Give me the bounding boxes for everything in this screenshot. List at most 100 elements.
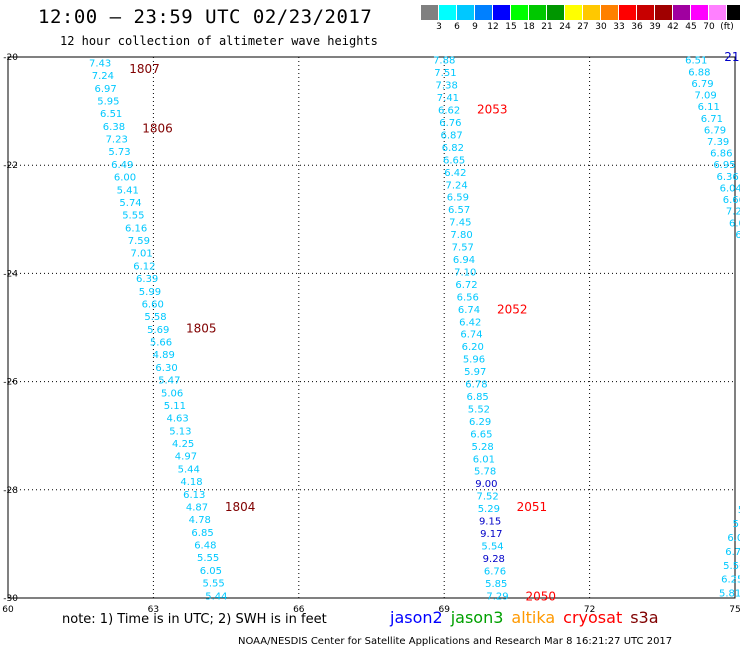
legend-label: 24: [559, 22, 571, 32]
swh-value: 6.65: [470, 429, 492, 440]
swh-value: 7.24: [92, 71, 114, 82]
legend-swatch: [583, 5, 601, 20]
lon-axis-label: 72: [584, 605, 595, 615]
swh-value: 6.38: [103, 122, 125, 133]
swh-value: 6.51: [100, 109, 122, 120]
legend-label: 3: [436, 22, 442, 32]
swh-value: 6.78: [465, 380, 487, 391]
pass-time-label: 1807: [129, 62, 160, 76]
swh-value: 6.05: [200, 566, 222, 577]
swh-value: 5.85: [485, 579, 507, 590]
legend-color-bar: [421, 5, 740, 20]
swh-value: 5.11: [164, 401, 186, 412]
swh-value: 6.76: [439, 118, 461, 129]
legend-label: 21: [541, 22, 553, 32]
legend-swatch: [619, 5, 637, 20]
swh-value: 6.59: [447, 193, 469, 204]
swh-value: 6.04: [720, 183, 740, 194]
legend-label: 9: [472, 22, 478, 32]
swh-value: 6.71: [701, 114, 723, 125]
swh-value: 5.52: [468, 404, 490, 415]
swh-value: 6.36: [716, 172, 738, 183]
swh-value: 5.55: [197, 553, 219, 564]
swh-value: 5.95: [97, 96, 119, 107]
legend-swatch: [709, 5, 727, 20]
legend-swatch: [475, 5, 493, 20]
swh-value: 5.56: [723, 561, 740, 572]
swh-value: 5.0: [733, 519, 740, 530]
wave-height-legend: 3 6 9 12 15 18 21 24 27 30 33 36 39 42 45 70 (ft): [421, 5, 740, 32]
swh-value: 6.16: [125, 223, 147, 234]
swh-value: 7.38: [436, 81, 458, 92]
legend-label: (ft): [720, 22, 734, 32]
swh-value: 6.42: [459, 317, 481, 328]
legend-swatch: [565, 5, 583, 20]
swh-value: 6.57: [448, 205, 470, 216]
swh-value: 7.39: [707, 137, 729, 148]
swh-value: 5.73: [108, 147, 130, 158]
map-subtitle: 12 hour collection of altimeter wave hei…: [60, 34, 378, 48]
swh-value: 7.01: [130, 249, 152, 260]
swh-value: 5.44: [178, 464, 200, 475]
swh-value: 6.97: [94, 84, 116, 95]
swh-value: 9.28: [483, 554, 505, 565]
lon-axis-label: 75: [729, 605, 740, 615]
legend-label: 18: [523, 22, 535, 32]
lat-axis-label: -30: [3, 594, 18, 604]
swh-value: 5.96: [463, 355, 485, 366]
swh-value: 6.00: [114, 173, 136, 184]
swh-value: 7.59: [128, 236, 150, 247]
swh-value: 4.97: [175, 452, 197, 463]
satellite-jason3: jason3: [450, 608, 504, 627]
swh-value: 6.74: [725, 547, 740, 558]
lon-axis-label: 60: [2, 605, 14, 615]
swh-value: 6.25: [721, 575, 740, 586]
swh-value: 6.86: [710, 149, 732, 160]
legend-swatch: [493, 5, 511, 20]
swh-value: 7.10: [454, 267, 476, 278]
legend-label: 30: [595, 22, 607, 32]
swh-value: 6.65: [443, 155, 465, 166]
swh-value: 5.29: [478, 504, 500, 515]
swh-value: 7.45: [449, 218, 471, 229]
swh-value: 4.89: [153, 350, 175, 361]
swh-value: 9.15: [479, 517, 501, 528]
lat-axis-label: -28: [3, 486, 18, 496]
legend-label: 45: [685, 22, 697, 32]
legend-label: 6: [454, 22, 460, 32]
lon-axis-label: 66: [293, 605, 305, 615]
swh-value: 6.85: [467, 392, 489, 403]
swh-value: 7.88: [433, 56, 455, 67]
lat-axis-label: -20: [3, 53, 18, 63]
swh-value: 5.47: [158, 376, 180, 387]
swh-value: 9.00: [475, 479, 497, 490]
swh-value: 6.76: [484, 566, 506, 577]
swh-value: 6.72: [455, 280, 477, 291]
legend-label: 39: [649, 22, 661, 32]
swh-value: 7.52: [476, 492, 498, 503]
units-note: note: 1) Time is in UTC; 2) SWH is in fe…: [62, 612, 327, 627]
swh-value: 5.55: [122, 211, 144, 222]
lat-axis-label: -22: [3, 161, 18, 171]
swh-value: 6.62: [438, 106, 460, 117]
legend-swatch: [601, 5, 619, 20]
legend-swatch: [511, 5, 529, 20]
pass-time-label: 2050: [526, 589, 557, 603]
swh-value: 5.54: [481, 541, 503, 552]
legend-swatch: [655, 5, 673, 20]
map-title: 12:00 – 23:59 UTC 02/23/2017: [38, 6, 373, 28]
legend-label: 12: [487, 22, 499, 32]
legend-swatch: [529, 5, 547, 20]
swh-value: 5.06: [161, 388, 183, 399]
pass-time-label: 2053: [477, 102, 508, 116]
swh-value: 6.04: [729, 218, 740, 229]
legend-labels: 3 6 9 12 15 18 21 24 27 30 33 36 39 42 45 70 (ft): [421, 20, 740, 32]
credit-line: NOAA/NESDIS Center for Satellite Applica…: [238, 636, 673, 647]
swh-value: 6.79: [704, 125, 726, 136]
swh-value: 7.23: [106, 135, 128, 146]
pass-time-label: 2115: [724, 50, 740, 64]
legend-label: 36: [631, 22, 643, 32]
legend-swatch: [421, 5, 439, 20]
legend-swatch: [727, 5, 740, 20]
swh-value: 6.56: [457, 292, 479, 303]
